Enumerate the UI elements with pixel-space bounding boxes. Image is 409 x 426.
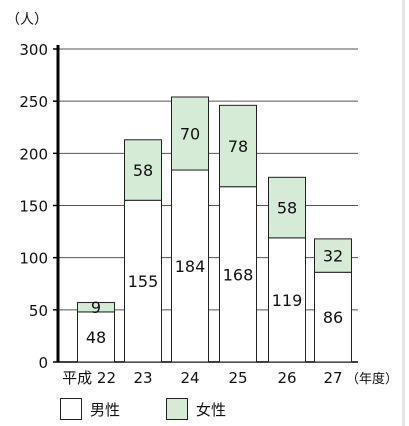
x-tick-label: 25 (228, 369, 247, 387)
legend-label-female: 女性 (196, 400, 227, 419)
data-label-male: 155 (128, 272, 159, 291)
bar-segment-female (268, 176, 306, 239)
bar-segment-male (314, 271, 352, 363)
x-tick-label: 23 (133, 369, 152, 387)
legend-label-male: 男性 (90, 400, 121, 419)
x-tick-label: 平成 22 (62, 369, 116, 387)
data-label-male: 86 (323, 308, 343, 327)
y-tick-label: 100 (19, 250, 48, 268)
bar-segment-male (219, 186, 257, 363)
bar-segment-female (219, 104, 257, 188)
legend-swatch-female (166, 398, 189, 420)
y-tick-label: 0 (38, 354, 48, 372)
y-tick-label: 250 (19, 93, 48, 111)
page-edge-rule (402, 0, 405, 426)
data-label-male: 48 (86, 328, 106, 347)
data-label-female: 78 (228, 137, 248, 156)
y-tick-label: 50 (29, 302, 48, 320)
data-label-male: 168 (223, 265, 254, 284)
x-tick-label: 26 (277, 369, 296, 387)
bar-segment-male (77, 311, 115, 363)
data-label-female: 70 (180, 125, 200, 144)
bar-segment-female (314, 238, 352, 273)
data-label-male: 119 (272, 291, 303, 310)
bar-segment-female (171, 96, 209, 171)
data-label-female: 58 (277, 199, 297, 218)
bar-segment-male (124, 199, 162, 363)
bar-segment-male (268, 237, 306, 363)
y-tick-label: 200 (19, 145, 48, 163)
bar-segment-female (124, 139, 162, 201)
data-label-male: 184 (175, 257, 206, 276)
legend-item-female: 女性 (166, 398, 226, 420)
y-tick-label: 300 (19, 41, 48, 59)
bar-segment-female (77, 302, 115, 313)
data-label-female: 32 (323, 247, 343, 266)
y-unit-label: （人） (6, 12, 48, 28)
data-label-female: 9 (91, 298, 101, 317)
legend-swatch-male (60, 398, 82, 420)
x-tick-label: 27 (323, 369, 342, 387)
legend-item-male: 男性 (60, 398, 120, 420)
chart-legend: 男性 女性 (60, 398, 226, 420)
data-label-female: 58 (133, 161, 153, 180)
x-unit-label: （年度） (346, 371, 398, 387)
x-tick-label: 24 (180, 369, 199, 387)
y-tick-label: 150 (19, 198, 48, 216)
